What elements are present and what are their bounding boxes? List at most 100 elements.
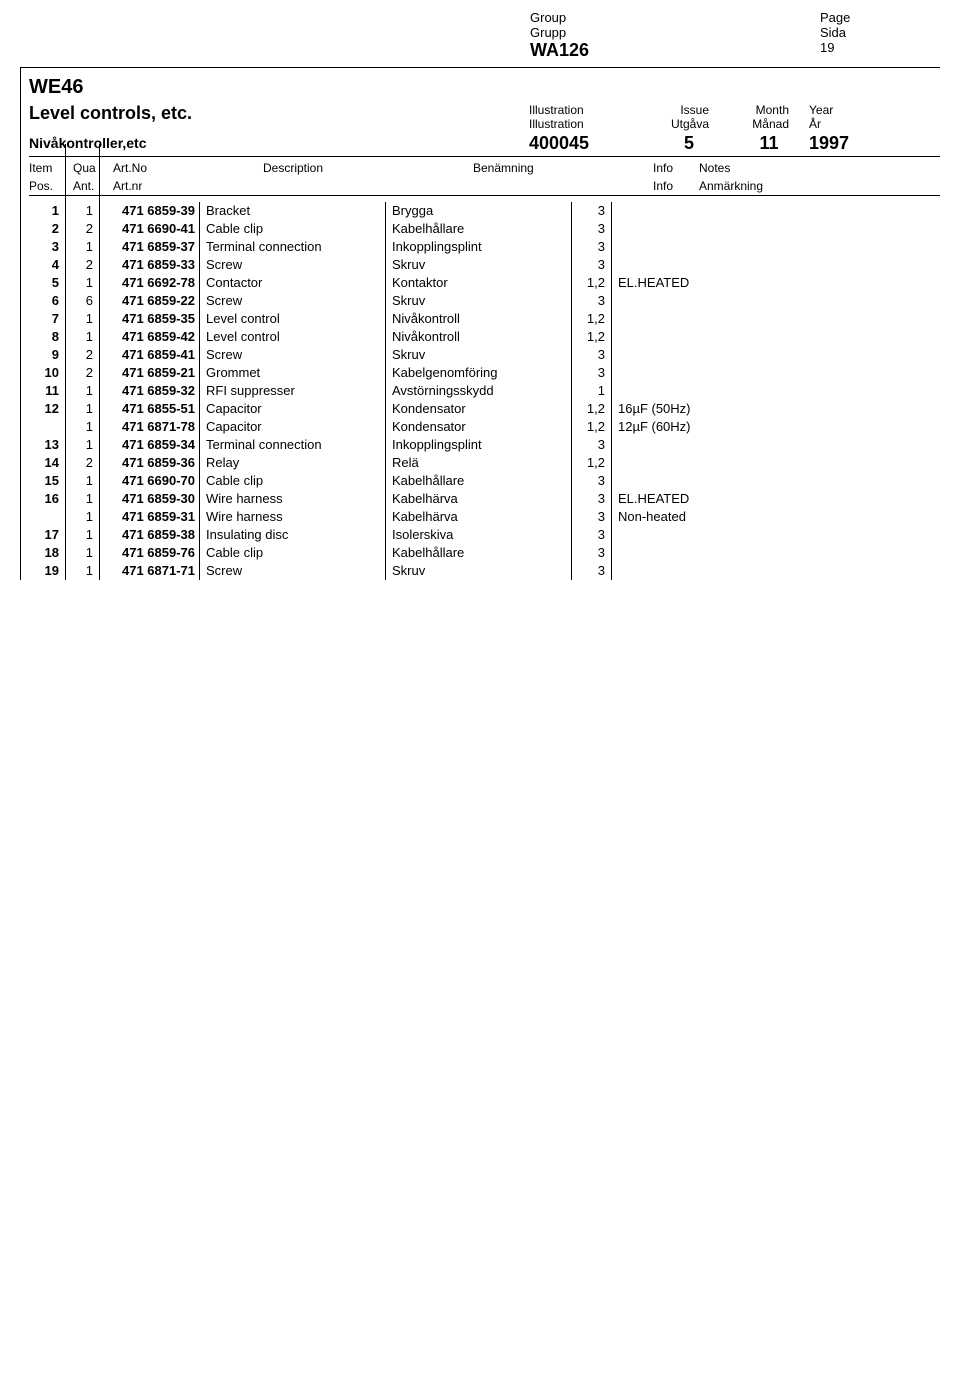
meta-issue-value: 5 — [649, 133, 729, 154]
cell-desc: Screw — [199, 562, 385, 580]
cell-notes: Non-heated — [611, 508, 940, 526]
cell-item: 14 — [29, 454, 65, 472]
cell-art: 471 6859-32 — [99, 382, 199, 400]
cell-desc: Capacitor — [199, 418, 385, 436]
titles-row: Level controls, etc. Illustration Issue … — [29, 103, 940, 131]
cell-qua: 2 — [65, 346, 99, 364]
cell-info: 3 — [571, 220, 611, 238]
cell-item: 9 — [29, 346, 65, 364]
ch-art-sv: Art.nr — [113, 179, 263, 193]
cell-notes — [611, 256, 940, 274]
cell-qua: 1 — [65, 562, 99, 580]
cell-item: 4 — [29, 256, 65, 274]
table-row: 181471 6859-76Cable clipKabelhållare3 — [29, 544, 940, 562]
cell-qua: 1 — [65, 274, 99, 292]
cell-notes — [611, 310, 940, 328]
cell-qua: 2 — [65, 220, 99, 238]
cell-info: 1,2 — [571, 310, 611, 328]
cell-art: 471 6859-41 — [99, 346, 199, 364]
cell-desc: Level control — [199, 328, 385, 346]
cell-desc: Capacitor — [199, 400, 385, 418]
cell-item: 12 — [29, 400, 65, 418]
cell-ben: Kabelhållare — [385, 472, 571, 490]
cell-notes — [611, 544, 940, 562]
cell-qua: 1 — [65, 202, 99, 220]
cell-item — [29, 508, 65, 526]
cell-art: 471 6859-33 — [99, 256, 199, 274]
group-label-sv: Grupp — [530, 25, 820, 40]
cell-desc: Cable clip — [199, 220, 385, 238]
cell-item: 8 — [29, 328, 65, 346]
ch-item-en: Item — [29, 161, 73, 175]
cell-desc: Bracket — [199, 202, 385, 220]
cell-desc: Terminal connection — [199, 436, 385, 454]
cell-item: 13 — [29, 436, 65, 454]
content-box: WE46 Level controls, etc. Illustration I… — [20, 67, 940, 580]
cell-info: 3 — [571, 508, 611, 526]
ch-desc: Description — [263, 161, 473, 175]
ch-info-sv: Info — [653, 179, 699, 193]
cell-art: 471 6859-22 — [99, 292, 199, 310]
ch-art-en: Art.No — [113, 161, 263, 175]
cell-notes: EL.HEATED — [611, 490, 940, 508]
ch-qua-sv: Ant. — [73, 179, 113, 193]
cell-qua: 2 — [65, 364, 99, 382]
table-row: 66471 6859-22ScrewSkruv3 — [29, 292, 940, 310]
cell-desc: Cable clip — [199, 472, 385, 490]
page-label-en: Page — [820, 10, 900, 25]
cell-ben: Relä — [385, 454, 571, 472]
cell-ben: Nivåkontroll — [385, 328, 571, 346]
cell-qua: 2 — [65, 256, 99, 274]
cell-info: 3 — [571, 292, 611, 310]
cell-desc: RFI suppresser — [199, 382, 385, 400]
table-row: 51471 6692-78ContactorKontaktor1,2EL.HEA… — [29, 274, 940, 292]
cell-desc: Level control — [199, 310, 385, 328]
cell-qua: 1 — [65, 526, 99, 544]
data-table: 11471 6859-39BracketBrygga322471 6690-41… — [29, 202, 940, 580]
table-row: 191471 6871-71ScrewSkruv3 — [29, 562, 940, 580]
cell-desc: Wire harness — [199, 508, 385, 526]
cell-item: 1 — [29, 202, 65, 220]
cell-notes — [611, 328, 940, 346]
cell-art: 471 6859-39 — [99, 202, 199, 220]
cell-ben: Skruv — [385, 292, 571, 310]
cell-art: 471 6692-78 — [99, 274, 199, 292]
cell-info: 3 — [571, 562, 611, 580]
cell-item: 11 — [29, 382, 65, 400]
cell-desc: Screw — [199, 256, 385, 274]
cell-desc: Contactor — [199, 274, 385, 292]
cell-qua: 1 — [65, 472, 99, 490]
cell-info: 3 — [571, 238, 611, 256]
cell-info: 3 — [571, 544, 611, 562]
divider-line — [29, 156, 940, 157]
cell-desc: Insulating disc — [199, 526, 385, 544]
cell-desc: Cable clip — [199, 544, 385, 562]
cell-info: 1,2 — [571, 274, 611, 292]
cell-art: 471 6855-51 — [99, 400, 199, 418]
cell-info: 1,2 — [571, 328, 611, 346]
cell-ben: Kontaktor — [385, 274, 571, 292]
page: Group Page Grupp Sida WA126 19 WE46 Leve… — [0, 0, 960, 600]
meta-year-sv: År — [809, 117, 869, 131]
table-row: 42471 6859-33ScrewSkruv3 — [29, 256, 940, 274]
cell-notes — [611, 238, 940, 256]
cell-ben: Kabelgenomföring — [385, 364, 571, 382]
cell-art: 471 6690-41 — [99, 220, 199, 238]
ch-notes-sv: Anmärkning — [699, 179, 940, 193]
cell-ben: Isolerskiva — [385, 526, 571, 544]
cell-info: 3 — [571, 472, 611, 490]
vline-2 — [99, 144, 100, 580]
cell-desc: Wire harness — [199, 490, 385, 508]
cell-item: 10 — [29, 364, 65, 382]
cell-ben: Kabelhärva — [385, 508, 571, 526]
cell-notes: EL.HEATED — [611, 274, 940, 292]
cell-ben: Kabelhärva — [385, 490, 571, 508]
cell-notes — [611, 472, 940, 490]
cell-ben: Kabelhållare — [385, 220, 571, 238]
cell-desc: Relay — [199, 454, 385, 472]
cell-notes — [611, 292, 940, 310]
table-row: 142471 6859-36RelayRelä1,2 — [29, 454, 940, 472]
cell-art: 471 6859-38 — [99, 526, 199, 544]
cell-qua: 6 — [65, 292, 99, 310]
meta-issue-en: Issue — [649, 103, 729, 117]
